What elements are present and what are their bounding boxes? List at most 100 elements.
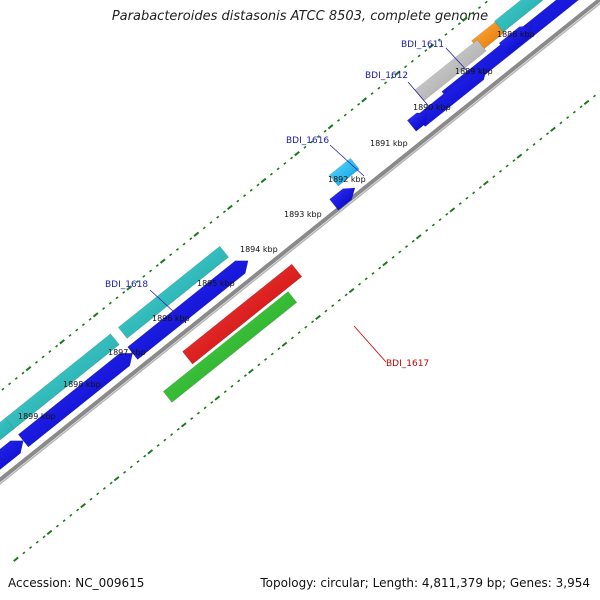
tick-mark [344,293,348,297]
tick-mark [236,199,240,203]
tick-mark [331,304,335,308]
tick-mark [34,360,38,364]
tick-mark [525,148,529,152]
tick-mark [230,384,234,388]
tick-mark [290,156,294,160]
tick-mark [377,86,381,90]
tick-mark [155,264,159,267]
axis-label: 1891 kbp [370,139,408,148]
feature-bdi-1622 [0,440,24,470]
tick-mark [35,540,39,544]
tick-mark [227,204,233,210]
tick-mark [48,350,52,353]
tick-mark [202,226,206,230]
tick-mark [180,422,187,428]
tick-mark [572,110,576,114]
tick-mark [257,363,261,367]
tick-mark [175,247,179,251]
gene-label: BDI_1616 [286,136,329,146]
tick-mark [545,132,550,136]
tick-mark [417,54,421,58]
tick-mark [411,239,415,243]
tick-mark [269,172,273,176]
tick-mark [348,287,355,294]
tick-mark [62,519,66,523]
tick-mark [343,113,347,117]
tick-mark [484,0,488,4]
tick-mark [170,433,174,437]
tick-mark [89,497,93,501]
tick-mark [102,487,106,490]
tick-mark [176,427,180,431]
leader-line [407,81,433,111]
tick-mark [592,94,597,98]
tick-mark [462,16,468,22]
tick-mark [243,374,247,378]
tick-mark [431,223,435,227]
tick-mark [149,269,153,273]
tick-mark [371,272,375,275]
tick-row-1 [1,0,488,391]
tick-mark [405,245,409,249]
tick-mark [358,282,362,286]
tick-mark [109,481,113,485]
tick-mark [390,75,394,79]
gene-labels: BDI_1611 BDI_1612 BDI_1616 BDI_1618 BDI_1617 [105,40,444,369]
tick-mark [92,312,99,318]
feature-bdi-1617 [162,291,298,403]
tick-mark [222,210,226,214]
feature-bdi-1619 [127,260,249,360]
tick-mark [136,460,140,464]
tick-mark [327,124,334,130]
tick-mark [190,417,194,421]
tick-mark [122,290,126,294]
tick-mark [483,180,489,186]
tick-mark [364,277,368,281]
tick-mark [337,118,341,122]
tick-mark [384,81,388,85]
tick-mark [297,331,301,335]
feature-bdi-1613 [415,67,488,128]
tick-mark [249,188,253,192]
tick-mark [29,546,33,550]
tick-mark [394,70,401,76]
feature-bdi-1623 [0,417,15,441]
tick-mark [457,22,461,26]
tick-mark [113,476,120,482]
tick-mark [498,169,503,173]
tick-mark [129,465,133,469]
tick-mark [123,470,127,474]
tick-mark [55,524,59,528]
tick-mark [182,242,186,246]
tick-mark [404,65,408,69]
tick-mark [21,371,25,375]
tick-mark [260,177,267,184]
gene-label: BDI_1618 [105,280,148,290]
tick-mark [424,49,428,52]
tick-mark [264,358,268,361]
tick-mark [147,449,154,455]
tick-mark [315,314,321,321]
tick-mark [516,153,523,159]
tick-mark [216,215,220,219]
tick-mark [310,140,314,144]
tick-mark [361,97,368,103]
backbone-line-2 [0,2,600,485]
tick-mark [445,212,449,216]
tick-mark [248,368,254,374]
gene-label: BDI_1617 [386,359,429,369]
tick-mark [472,191,476,195]
tick-mark [76,508,80,512]
tick-mark [46,529,53,536]
tick-mark [14,376,18,380]
tick-mark [539,137,543,141]
tick-mark [449,207,456,213]
tick-mark [277,347,281,351]
tick-mark [382,261,389,267]
label-leaders [149,47,471,363]
tick-mark [444,32,448,36]
tick-mark [59,339,65,345]
tick-mark [214,395,221,401]
tick-mark [55,344,59,348]
tick-mark [75,328,79,332]
